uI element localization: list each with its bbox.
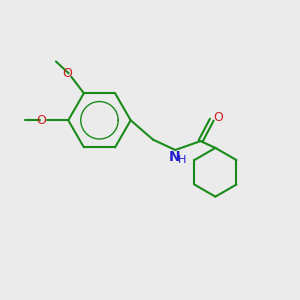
Text: O: O bbox=[37, 114, 46, 127]
Text: O: O bbox=[213, 111, 223, 124]
Text: H: H bbox=[178, 154, 187, 164]
Text: O: O bbox=[63, 67, 73, 80]
Text: N: N bbox=[169, 150, 181, 164]
